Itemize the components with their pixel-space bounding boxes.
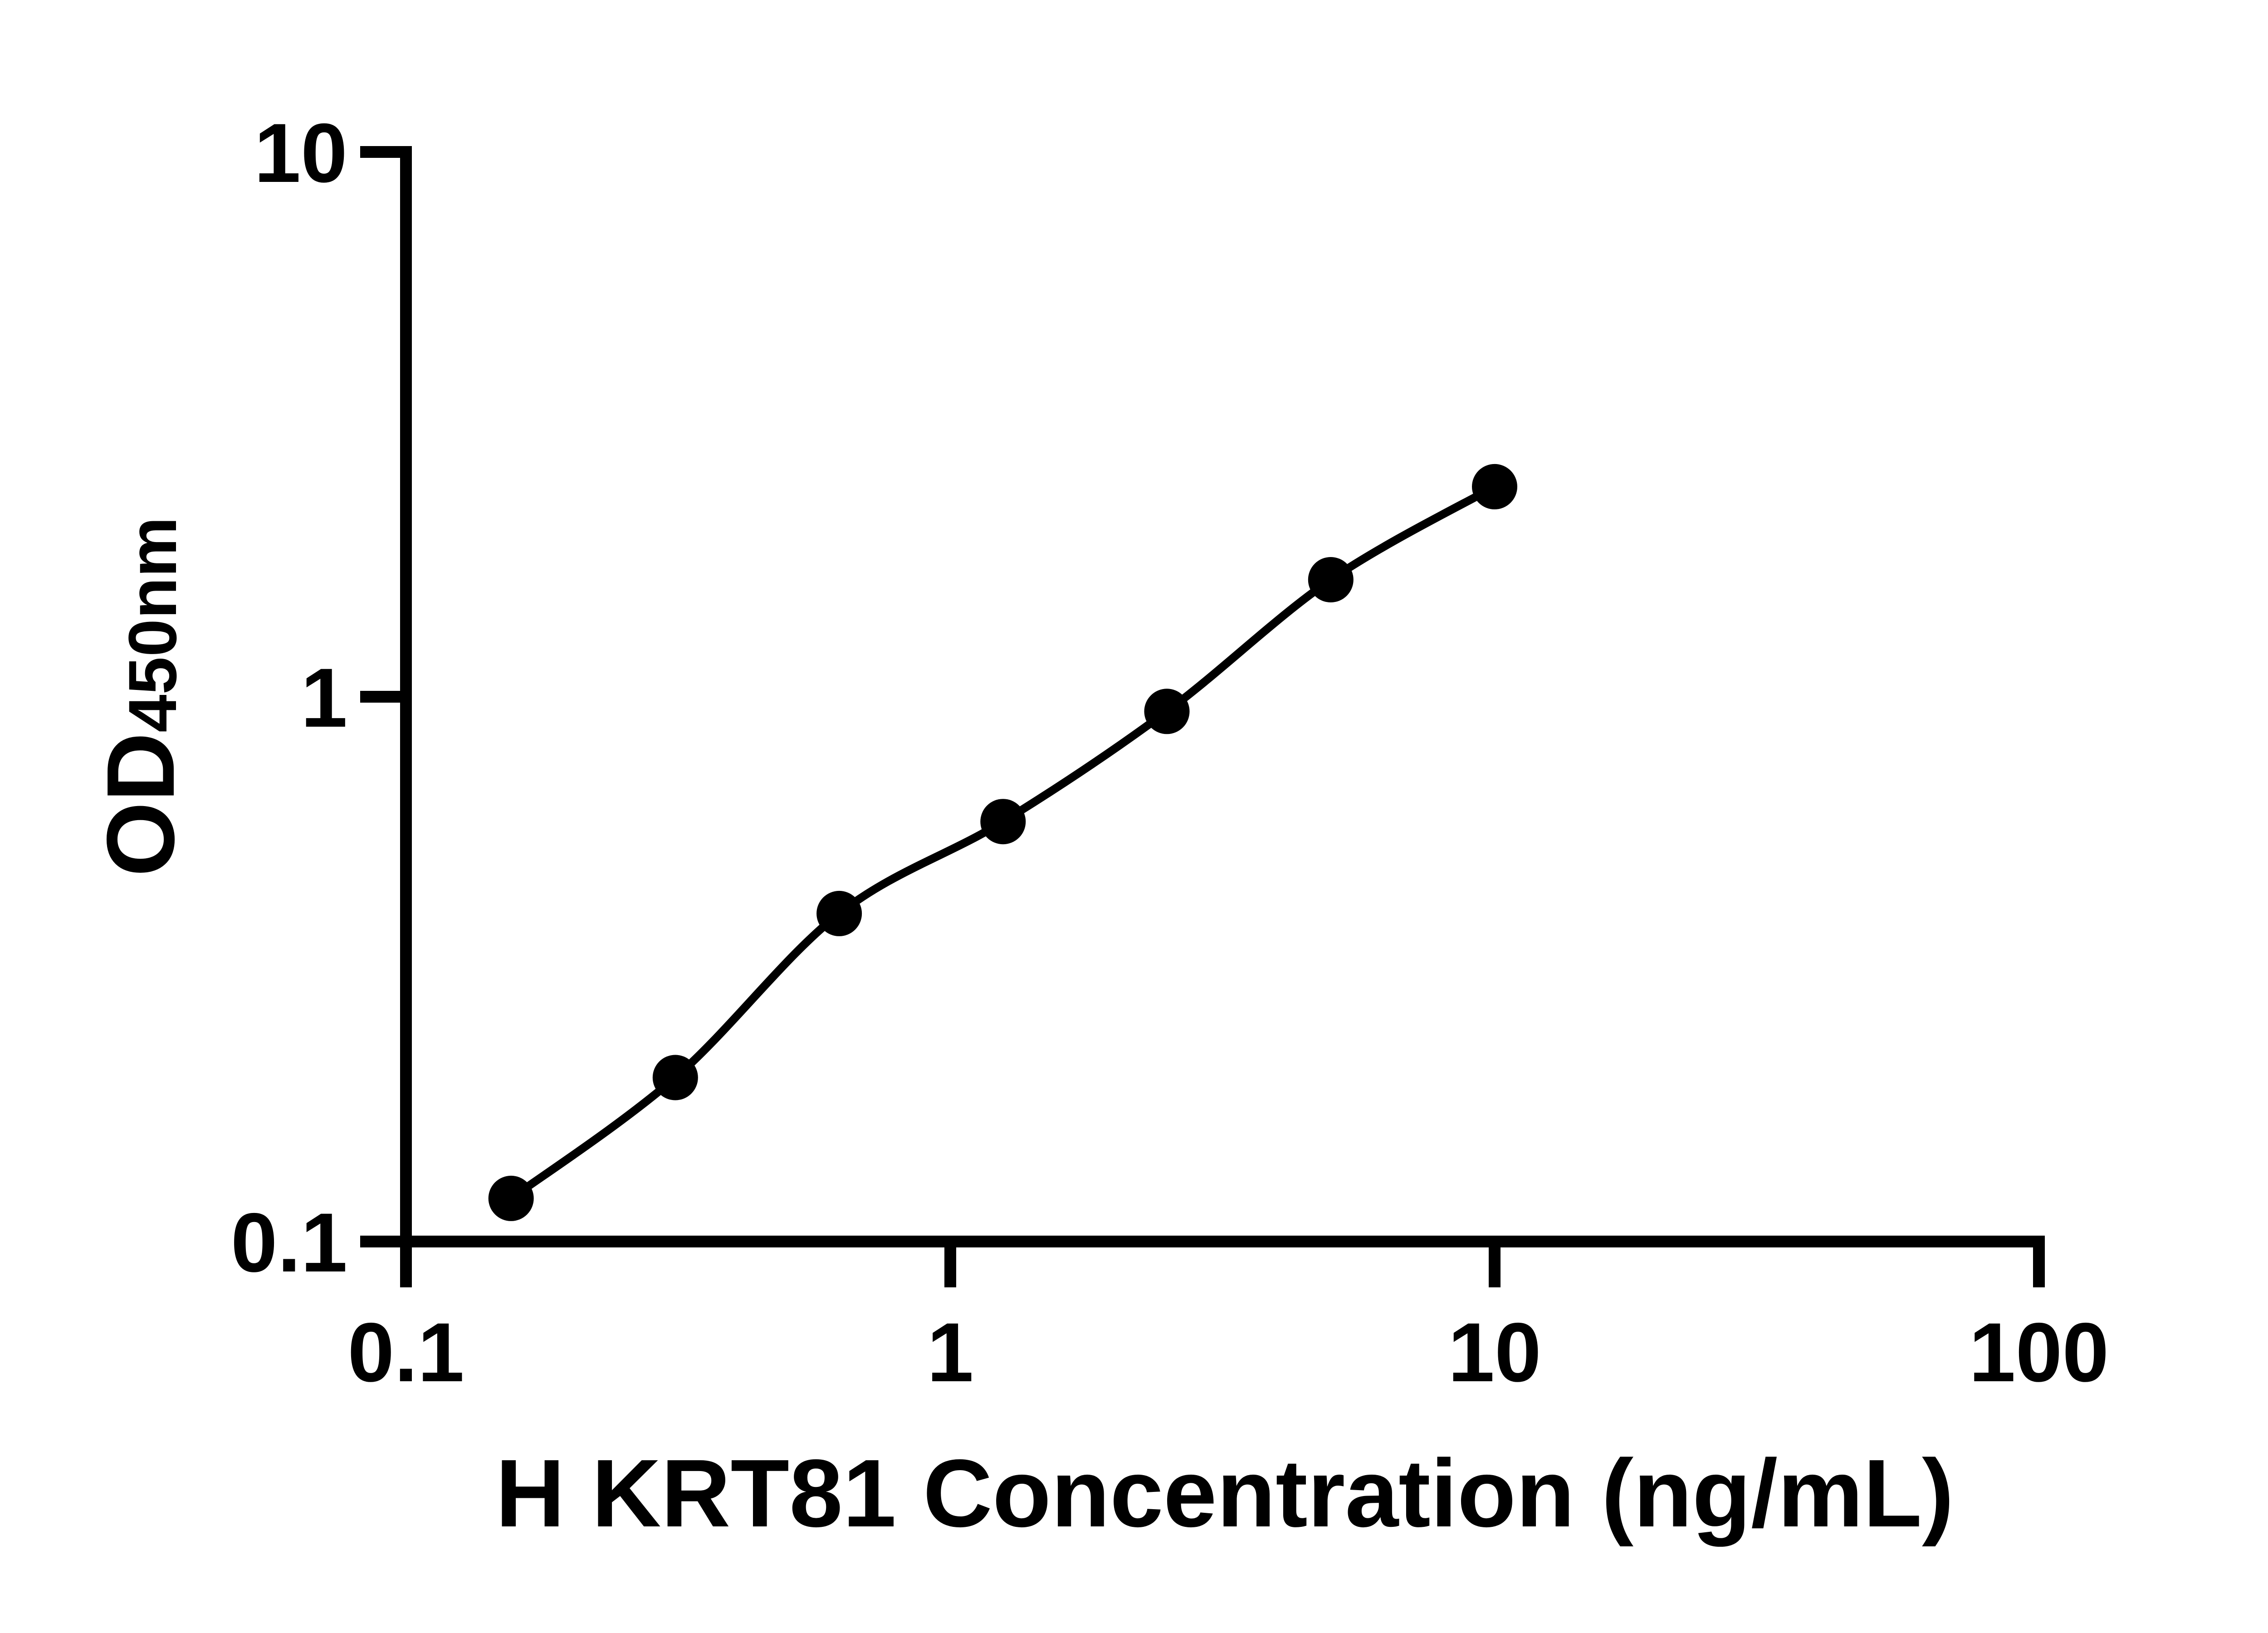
x-tick-label-0.1: 0.1 (347, 1306, 464, 1399)
data-series (488, 464, 1517, 1221)
x-tick-label-100: 100 (1969, 1306, 2109, 1399)
data-point-6 (1308, 557, 1354, 602)
x-tick-label-1: 1 (927, 1306, 974, 1399)
x-tick-labels: 0.1 1 10 100 (347, 1306, 2109, 1399)
y-tick-label-1: 1 (301, 651, 347, 745)
data-point-5 (1144, 689, 1190, 734)
data-point-1 (488, 1175, 534, 1221)
y-axis-title: OD450nm (87, 517, 194, 876)
y-ticks (360, 146, 400, 1247)
y-tick-labels: 10 1 0.1 (231, 107, 347, 1290)
data-point-2 (652, 1055, 698, 1100)
data-point-4 (980, 799, 1026, 845)
data-point-3 (816, 890, 862, 936)
y-axis-title-subscript: 450nm (114, 517, 191, 732)
y-axis-title-main: OD (87, 733, 194, 877)
data-point-7 (1472, 464, 1517, 509)
y-tick-label-10: 10 (254, 107, 347, 200)
y-tick-label-0.1: 0.1 (231, 1196, 347, 1290)
x-ticks (400, 1247, 2045, 1287)
axes (400, 146, 2045, 1247)
x-axis-title: H KRT81 Concentration (ng/mL) (495, 1439, 1954, 1547)
x-tick-label-10: 10 (1448, 1306, 1541, 1399)
